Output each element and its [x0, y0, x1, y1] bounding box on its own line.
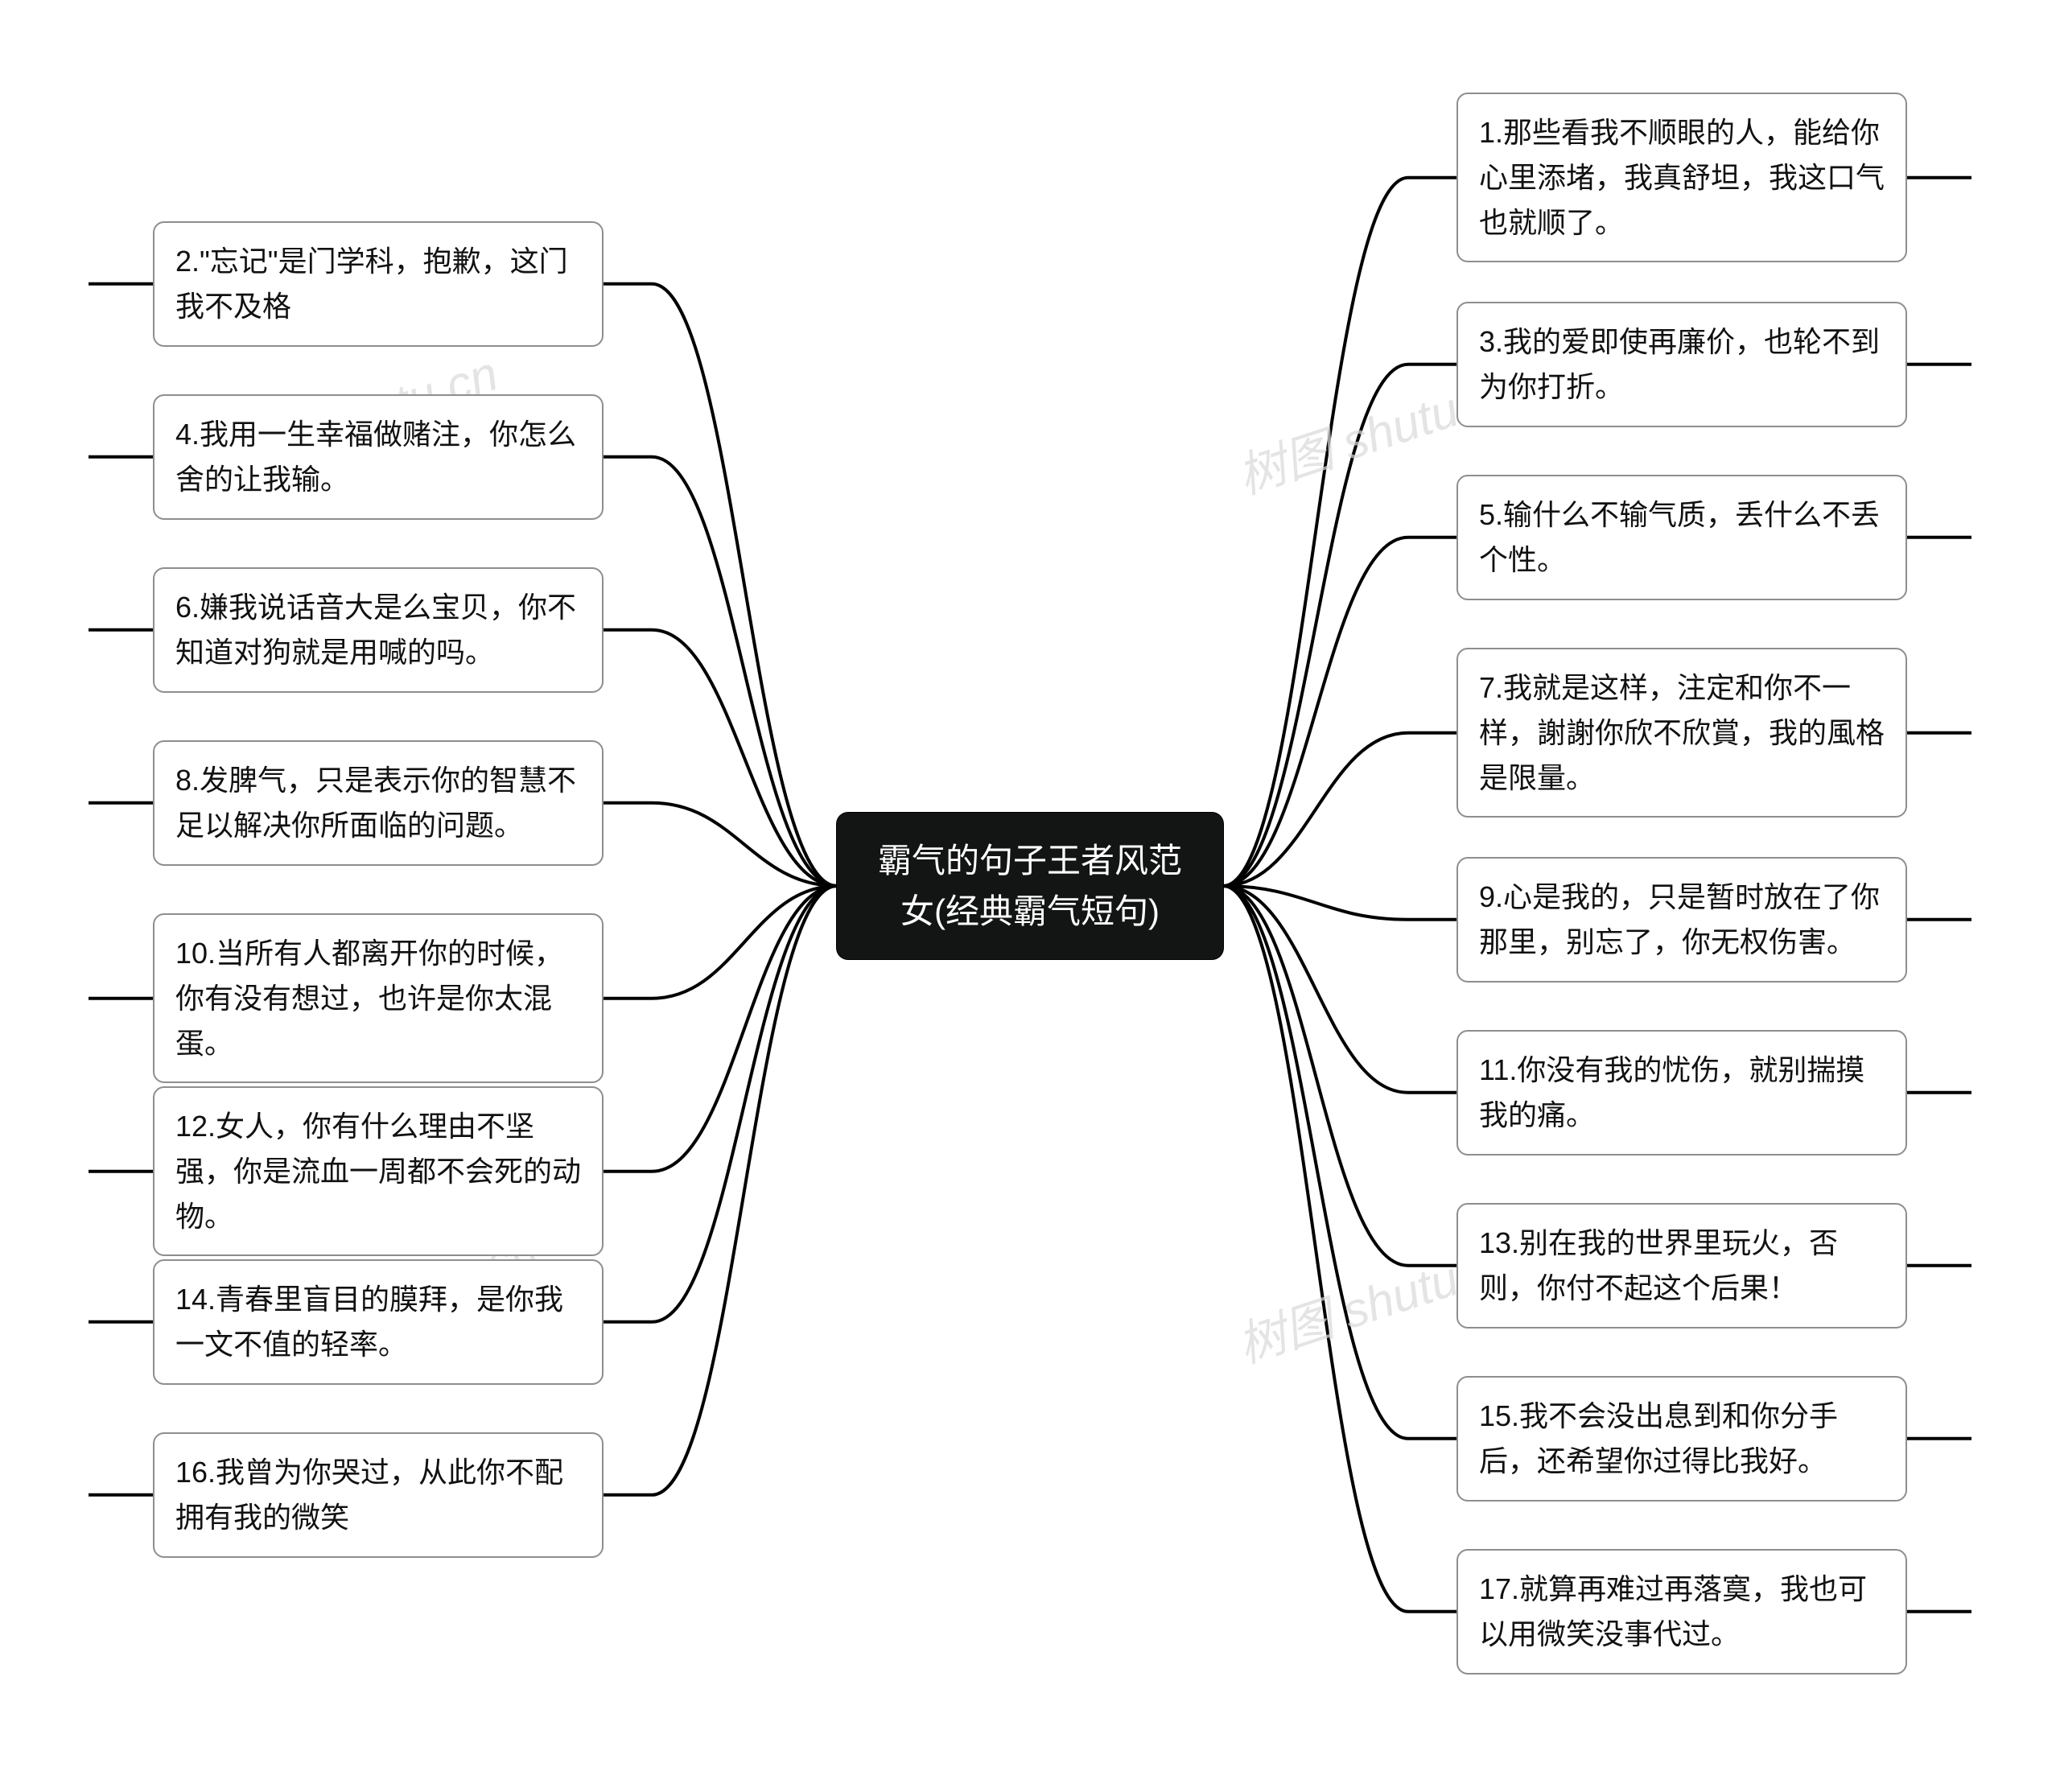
leaf-node-11[interactable]: 11.你没有我的忧伤，就别揣摸我的痛。 — [1456, 1030, 1907, 1156]
leaf-node-16[interactable]: 16.我曾为你哭过，从此你不配拥有我的微笑 — [153, 1432, 604, 1558]
leaf-node-17[interactable]: 17.就算再难过再落寞，我也可以用微笑没事代过。 — [1456, 1549, 1907, 1675]
leaf-node-4[interactable]: 4.我用一生幸福做赌注，你怎么舍的让我输。 — [153, 394, 604, 520]
leaf-node-5[interactable]: 5.输什么不输气质，丢什么不丢个性。 — [1456, 475, 1907, 600]
leaf-node-13[interactable]: 13.别在我的世界里玩火，否则，你付不起这个后果！ — [1456, 1203, 1907, 1329]
leaf-node-8[interactable]: 8.发脾气，只是表示你的智慧不足以解决你所面临的问题。 — [153, 740, 604, 866]
leaf-node-6[interactable]: 6.嫌我说话音大是么宝贝，你不知道对狗就是用喊的吗。 — [153, 567, 604, 693]
center-node[interactable]: 霸气的句子王者风范女(经典霸气短句) — [837, 813, 1223, 959]
mindmap-canvas: 树图 shutu.cn 树图 shutu.cn 树图 shutu.cn 树图 s… — [0, 0, 2060, 1792]
leaf-node-7[interactable]: 7.我就是这样，注定和你不一样，謝謝你欣不欣賞，我的風格是限量。 — [1456, 648, 1907, 818]
leaf-node-1[interactable]: 1.那些看我不顺眼的人，能给你心里添堵，我真舒坦，我这口气也就顺了。 — [1456, 93, 1907, 262]
leaf-node-3[interactable]: 3.我的爱即使再廉价，也轮不到为你打折。 — [1456, 302, 1907, 427]
leaf-node-12[interactable]: 12.女人，你有什么理由不坚强，你是流血一周都不会死的动物。 — [153, 1086, 604, 1256]
leaf-node-9[interactable]: 9.心是我的，只是暂时放在了你那里，别忘了，你无权伤害。 — [1456, 857, 1907, 983]
leaf-node-2[interactable]: 2."忘记"是门学科，抱歉，这门我不及格 — [153, 221, 604, 347]
leaf-node-14[interactable]: 14.青春里盲目的膜拜，是你我一文不值的轻率。 — [153, 1259, 604, 1385]
leaf-node-10[interactable]: 10.当所有人都离开你的时候，你有没有想过，也许是你太混蛋。 — [153, 913, 604, 1083]
leaf-node-15[interactable]: 15.我不会没出息到和你分手后，还希望你过得比我好。 — [1456, 1376, 1907, 1502]
